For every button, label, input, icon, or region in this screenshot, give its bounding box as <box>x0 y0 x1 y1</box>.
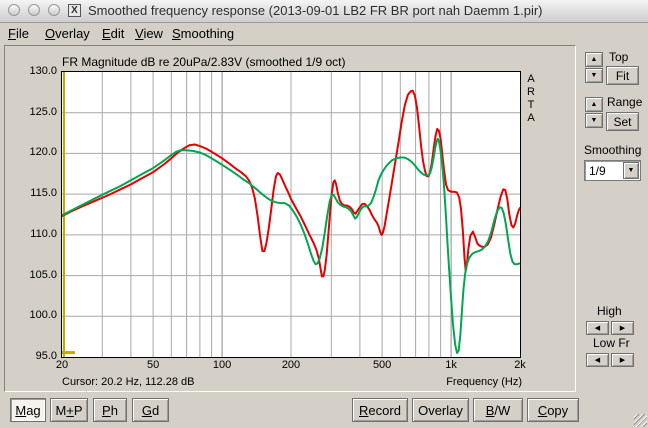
range-up-button[interactable]: ▲ <box>585 97 603 112</box>
overlay-button[interactable]: Overlay <box>412 398 469 422</box>
down-arrow-icon: ▼ <box>590 72 598 79</box>
y-tick-label: 110.0 <box>30 227 57 240</box>
dropdown-arrow-button[interactable]: ▼ <box>623 162 639 179</box>
gd-button[interactable]: Gd <box>132 398 169 422</box>
frequency-response-plot[interactable] <box>61 71 521 358</box>
arta-watermark: ARTA <box>527 73 535 124</box>
smoothing-dropdown[interactable]: 1/9 ▼ <box>584 160 641 181</box>
x-axis-label: Frequency (Hz) <box>446 376 522 388</box>
range-label: Range <box>607 95 643 109</box>
menu-smoothing[interactable]: Smoothing <box>172 26 235 41</box>
low-fr-right-button[interactable]: ▶ <box>611 353 634 367</box>
left-arrow-icon: ◀ <box>594 325 601 332</box>
smoothing-label: Smoothing <box>584 143 642 157</box>
low-fr-label: Low Fr <box>593 336 630 350</box>
chart-title: FR Magnitude dB re 20uPa/2.83V (smoothed… <box>62 55 346 69</box>
x-tick-label: 500 <box>372 359 392 371</box>
minimize-button[interactable] <box>28 4 40 16</box>
y-tick-label: 120.0 <box>29 146 57 159</box>
x-tick-label: 50 <box>147 359 160 371</box>
menubar: File Overlay Edit View Smoothing <box>0 23 648 44</box>
ph-button[interactable]: Ph <box>93 398 127 422</box>
menu-edit[interactable]: Edit <box>102 26 125 41</box>
mag-button[interactable]: Mag <box>10 398 46 422</box>
top-label: Top <box>609 50 629 64</box>
y-tick-label: 125.0 <box>29 105 57 118</box>
titlebar: X Smoothed frequency response (2013-09-0… <box>0 0 648 23</box>
right-arrow-icon: ▶ <box>619 325 626 332</box>
fit-button[interactable]: Fit <box>606 66 639 85</box>
left-arrow-icon: ◀ <box>594 357 601 364</box>
close-button[interactable] <box>8 4 20 16</box>
up-arrow-icon: ▲ <box>590 101 598 108</box>
set-button[interactable]: Set <box>606 112 639 131</box>
down-arrow-icon: ▼ <box>590 117 598 124</box>
high-label: High <box>597 304 622 318</box>
resize-grip[interactable] <box>634 414 647 427</box>
range-down-button[interactable]: ▼ <box>585 113 603 128</box>
x-tick-label: 20 <box>55 359 69 371</box>
top-up-button[interactable]: ▲ <box>585 52 603 67</box>
high-left-button[interactable]: ◀ <box>586 321 609 335</box>
smoothing-value: 1/9 <box>589 164 606 178</box>
high-right-button[interactable]: ▶ <box>611 321 634 335</box>
chevron-down-icon: ▼ <box>627 167 635 174</box>
x-tick-label: 200 <box>281 359 301 371</box>
m-plus-p-button[interactable]: M+P <box>50 398 88 422</box>
menu-file[interactable]: File <box>8 26 29 41</box>
bw-button[interactable]: B/W <box>473 398 523 422</box>
copy-button[interactable]: Copy <box>527 398 579 422</box>
x-tick-label: 1k <box>445 359 457 371</box>
right-arrow-icon: ▶ <box>619 357 626 364</box>
y-tick-label: 105.0 <box>29 268 57 281</box>
y-tick-label: 95.0 <box>35 350 57 362</box>
x-tick-label: 100 <box>212 359 232 371</box>
x-tick-label: 2k <box>514 359 526 371</box>
menu-overlay[interactable]: Overlay <box>45 26 90 41</box>
x11-app-icon: X <box>68 4 81 17</box>
record-button[interactable]: Record <box>352 398 408 422</box>
up-arrow-icon: ▲ <box>590 56 598 63</box>
y-tick-label: 100.0 <box>29 309 57 322</box>
graph-panel: FR Magnitude dB re 20uPa/2.83V (smoothed… <box>4 45 576 392</box>
window-title: Smoothed frequency response (2013-09-01 … <box>88 3 543 18</box>
menu-view[interactable]: View <box>135 26 163 41</box>
zoom-button[interactable] <box>48 4 60 16</box>
top-down-button[interactable]: ▼ <box>585 68 603 83</box>
y-tick-label: 115.0 <box>30 187 57 200</box>
cursor-readout: Cursor: 20.2 Hz, 112.28 dB <box>62 376 195 388</box>
y-tick-label: 130.0 <box>29 65 57 77</box>
low-fr-left-button[interactable]: ◀ <box>586 353 609 367</box>
